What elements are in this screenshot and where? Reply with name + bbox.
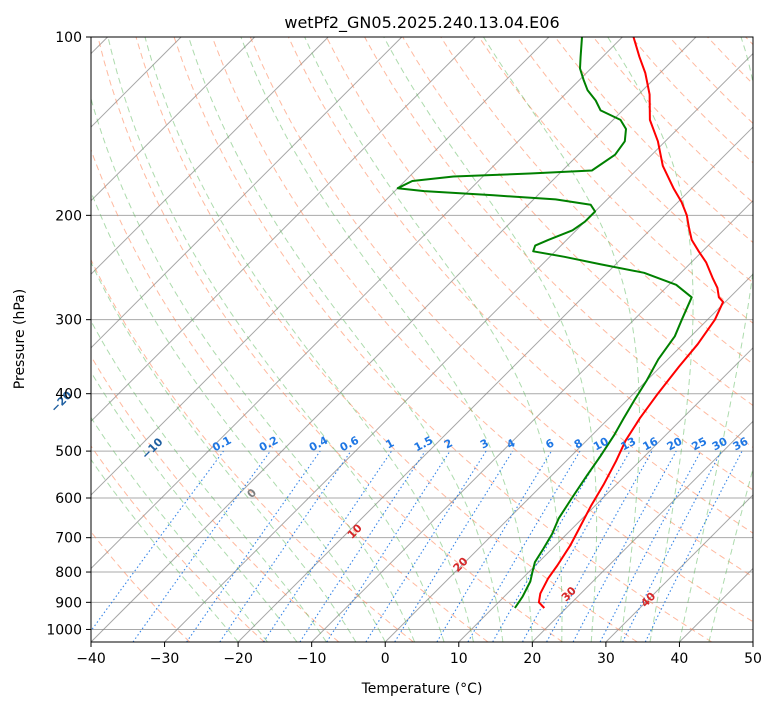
moist-adiabat-line	[91, 458, 239, 642]
profiles	[396, 37, 725, 609]
dry-adiabat-line	[97, 37, 563, 642]
moist-adiabat-line	[91, 320, 327, 642]
y-tick-label: 300	[55, 313, 82, 329]
x-tick-label: −20	[223, 651, 253, 667]
mixing-ratio-line	[91, 450, 224, 632]
mixing-ratio-label: 10	[591, 435, 611, 454]
mixing-ratio-line	[263, 450, 392, 642]
mixing-ratio-label: 13	[619, 435, 639, 454]
dry-adiabat-line	[211, 37, 753, 623]
dry-adiabat-line	[91, 355, 340, 642]
dry-adiabat-line	[91, 258, 414, 642]
isotherm-line	[164, 52, 753, 642]
moist-adiabat-line	[91, 416, 268, 642]
isotherm-line	[91, 37, 256, 202]
x-tick-label: 0	[381, 651, 390, 667]
moist-adiabat-line	[240, 37, 533, 642]
isotherm-line	[91, 37, 697, 642]
x-tick-label: 40	[671, 651, 689, 667]
y-tick-label: 400	[55, 387, 82, 403]
moist-adiabat-line	[91, 370, 298, 642]
profile-line	[396, 37, 693, 609]
moist-adiabat-line	[678, 37, 753, 642]
mixing-ratio-line	[546, 450, 653, 642]
y-tick-label: 800	[55, 565, 82, 581]
profile-line	[537, 37, 725, 609]
dry-adiabat-line	[91, 445, 265, 642]
y-tick-label: 100	[55, 30, 82, 46]
y-tick-label: 200	[55, 208, 82, 224]
moist-adiabat-line	[91, 190, 386, 642]
isotherm-line	[237, 126, 753, 642]
isotherm-line	[91, 37, 550, 496]
plot-area	[91, 37, 753, 642]
y-tick-label: 700	[55, 531, 82, 547]
mixing-ratio-line	[394, 450, 514, 642]
y-tick-label: 600	[55, 491, 82, 507]
x-tick-label: −10	[297, 651, 327, 667]
isotherm-line	[605, 494, 753, 642]
plot-frame	[90, 36, 754, 643]
x-tick-label: −40	[76, 651, 106, 667]
moist-adiabat-line	[107, 37, 445, 642]
dry-adiabat-line	[326, 37, 753, 491]
y-tick-label: 500	[55, 444, 82, 460]
mixing-ratio-label: 30	[710, 435, 730, 454]
dry-adiabat-line	[173, 37, 713, 642]
dry-adiabat-line	[135, 37, 638, 642]
x-axis-title: Temperature (°C)	[361, 681, 483, 697]
mixing-ratio-line	[219, 450, 352, 642]
dry-adiabat-line	[249, 37, 753, 578]
moist-adiabat-line	[483, 37, 640, 642]
axes: −40 −30 −20 −10 0 10 20 30 40 50 100 200 300 400 500 60…	[46, 30, 762, 667]
isotherm-line	[531, 420, 753, 642]
mixing-ratio-line	[299, 450, 426, 642]
isotherm-line	[752, 641, 753, 642]
mixing-ratio-line	[522, 450, 631, 642]
chart-title: wetPf2_GN05.2025.240.13.04.E06	[284, 13, 559, 33]
isotherm-line	[458, 347, 753, 642]
mixing-ratio-line	[132, 450, 271, 642]
mixing-ratio-line	[326, 450, 451, 642]
x-tick-label: 30	[597, 651, 615, 667]
moist-adiabat-line	[304, 37, 563, 642]
isotherm-line	[384, 273, 753, 642]
isotherm-line	[91, 37, 623, 570]
moist-adiabat-line	[91, 261, 357, 642]
moist-adiabat-line	[188, 37, 504, 642]
mixing-ratio-line	[644, 450, 743, 642]
y-axis-title: Pressure (hPa)	[12, 289, 28, 389]
moist-adiabat-line	[383, 37, 598, 642]
x-tick-label: −30	[150, 651, 180, 667]
isotherm-line	[91, 37, 329, 275]
background-lines	[91, 37, 753, 642]
y-tick-label: 1000	[46, 622, 82, 638]
y-tick-label: 900	[55, 595, 82, 611]
mixing-ratio-label: 20	[665, 435, 685, 454]
moist-adiabat-line	[91, 96, 416, 642]
isotherm-line	[91, 37, 403, 349]
dry-adiabat-line	[287, 37, 753, 534]
x-tick-label: 50	[744, 651, 762, 667]
mixing-ratio-line	[186, 450, 321, 642]
moist-adiabat-line	[607, 37, 694, 642]
mixing-ratio-label: 25	[689, 435, 709, 454]
moist-adiabat-line	[708, 466, 753, 642]
mixing-ratio-line	[572, 450, 677, 642]
moist-adiabat-line	[144, 37, 474, 642]
mixing-ratio-label: 36	[731, 435, 751, 454]
x-tick-label: 20	[523, 651, 541, 667]
mixing-ratio-label: 16	[641, 435, 661, 454]
x-tick-label: 10	[450, 651, 468, 667]
isotherm-line	[91, 37, 476, 423]
